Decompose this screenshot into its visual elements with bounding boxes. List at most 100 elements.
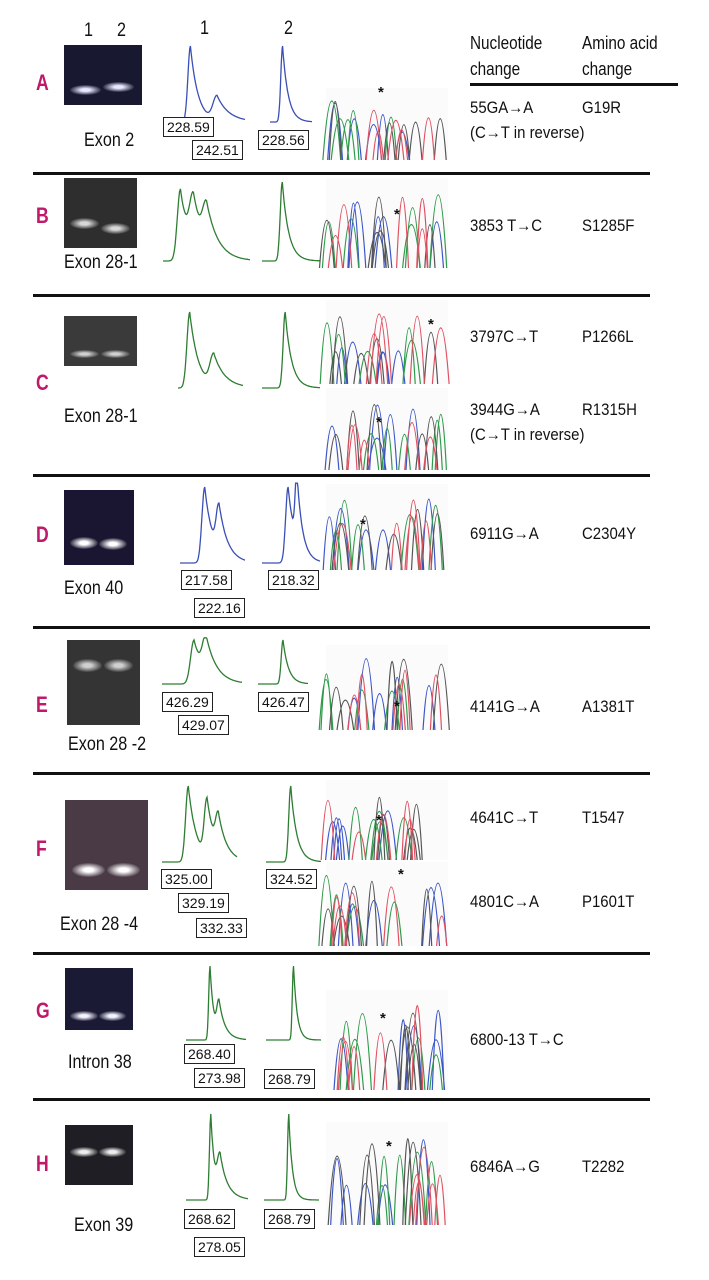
panel-separator xyxy=(33,1098,650,1101)
trace-line xyxy=(162,637,243,685)
amino-acid-change: P1266L xyxy=(582,327,634,346)
panel-separator xyxy=(33,772,650,775)
chromatogram-peak-trace xyxy=(333,1010,446,1091)
chromatogram-peak-trace xyxy=(347,201,445,269)
fragment-trace-lane-2 xyxy=(258,639,308,685)
fragment-size-label: 273.98 xyxy=(194,1068,245,1088)
fragment-size-label: 268.40 xyxy=(184,1044,235,1064)
fragment-size-label: 278.05 xyxy=(194,1237,245,1257)
amino-acid-change-header: Amino acid change xyxy=(582,30,658,82)
gel-image xyxy=(65,968,133,1030)
sequencing-chromatogram xyxy=(326,1122,448,1226)
gel-band xyxy=(100,222,130,234)
trace-line xyxy=(262,181,320,262)
panel-letter: F xyxy=(36,836,47,861)
gel-band xyxy=(99,538,127,550)
mutation-asterisk: * xyxy=(380,1010,386,1027)
fragment-trace-lane-2 xyxy=(262,482,321,564)
mutation-asterisk: * xyxy=(378,84,384,101)
nucleotide-change: 4141G→A xyxy=(470,697,540,716)
amino-acid-change: C2304Y xyxy=(582,524,637,543)
gel-band xyxy=(70,85,102,95)
fragment-size-label: 268.79 xyxy=(264,1209,315,1229)
trace-column-label-1: 1 xyxy=(200,18,209,39)
chromatogram-peak-trace xyxy=(328,101,447,161)
gel-image xyxy=(64,316,137,366)
gel-lane-label-2: 2 xyxy=(117,20,126,41)
sequencing-chromatogram xyxy=(320,780,448,861)
gel-image xyxy=(65,1125,133,1185)
sequencing-chromatogram xyxy=(318,645,450,731)
chromatogram-peak-trace xyxy=(365,313,450,385)
region-label: Exon 28-1 xyxy=(64,252,138,273)
fragment-trace-lane-1 xyxy=(162,637,243,685)
amino-acid-change: T1547 xyxy=(582,808,625,827)
trace-line xyxy=(186,1113,249,1201)
mutation-note: (C→T in reverse) xyxy=(470,123,585,142)
gel-band xyxy=(69,217,100,230)
trace-line xyxy=(163,188,251,262)
chromatogram-peak-trace xyxy=(337,882,448,947)
fragment-trace-lane-2 xyxy=(262,311,321,389)
fragment-trace-lane-2 xyxy=(266,965,321,1041)
header-line: change xyxy=(470,59,521,79)
panel-letter: A xyxy=(36,70,49,95)
trace-line xyxy=(264,1113,319,1201)
chromatogram-background xyxy=(326,88,448,160)
panel-separator xyxy=(33,172,650,175)
trace-line xyxy=(262,482,321,564)
header-line: Nucleotide xyxy=(470,33,543,53)
amino-acid-change: G19R xyxy=(582,98,622,117)
chromatogram-peak-trace xyxy=(375,1151,439,1226)
chromatogram-peak-trace xyxy=(327,1137,422,1226)
nucleotide-change: 6800-13 T→C xyxy=(470,1030,564,1049)
chromatogram-peak-trace xyxy=(318,196,436,269)
gel-image xyxy=(65,800,148,890)
gel-band xyxy=(99,1147,127,1157)
fragment-trace-lane-1 xyxy=(186,965,246,1041)
sequencing-chromatogram xyxy=(322,88,448,161)
fragment-trace-lane-2 xyxy=(264,1113,319,1201)
sequencing-chromatogram xyxy=(318,862,448,947)
chromatogram-peak-trace xyxy=(347,658,436,731)
mutation-asterisk: * xyxy=(376,812,382,829)
nucleotide-change: 6911G→A xyxy=(470,524,539,543)
nucleotide-change: 55GA→A xyxy=(470,98,534,117)
gel-image xyxy=(64,178,137,248)
amino-acid-change: A1381T xyxy=(582,697,635,716)
gel-image xyxy=(64,490,134,565)
region-label: Exon 28 -2 xyxy=(68,734,147,755)
fragment-trace-lane-1 xyxy=(178,311,244,389)
region-label: Exon 39 xyxy=(74,1215,134,1236)
panel-letter: H xyxy=(36,1151,49,1176)
nucleotide-change: 4641C→T xyxy=(470,808,539,827)
mutation-note: (C→T in reverse) xyxy=(470,425,585,444)
panel-letter: B xyxy=(36,203,49,228)
header-line: Amino acid xyxy=(582,33,658,53)
chromatogram-peak-trace xyxy=(325,810,398,861)
gel-band xyxy=(70,1147,98,1157)
amino-acid-change: P1601T xyxy=(582,892,635,911)
nucleotide-change: 3797C→T xyxy=(470,327,539,346)
fragment-size-label: 324.52 xyxy=(266,869,317,889)
chromatogram-peak-trace xyxy=(327,196,429,269)
fragment-size-label: 429.07 xyxy=(178,715,229,735)
trace-line xyxy=(186,965,246,1041)
gel-band xyxy=(69,349,100,358)
amino-acid-change: R1315H xyxy=(582,400,637,419)
fragment-size-label: 325.00 xyxy=(161,869,212,889)
panel-separator xyxy=(33,952,650,955)
chromatogram-peak-trace xyxy=(333,499,433,571)
chromatogram-peak-trace xyxy=(348,807,413,861)
chromatogram-peak-trace xyxy=(322,498,436,571)
gel-band xyxy=(72,658,103,673)
chromatogram-peak-trace xyxy=(331,886,448,947)
nucleotide-change: 6846A→G xyxy=(470,1157,540,1176)
fragment-trace-lane-1 xyxy=(186,1113,249,1201)
gel-band xyxy=(70,1011,98,1022)
chromatogram-peak-trace xyxy=(362,414,447,471)
trace-line xyxy=(266,785,322,863)
fragment-size-label: 332.33 xyxy=(196,918,247,938)
fragment-size-label: 426.29 xyxy=(162,692,213,712)
